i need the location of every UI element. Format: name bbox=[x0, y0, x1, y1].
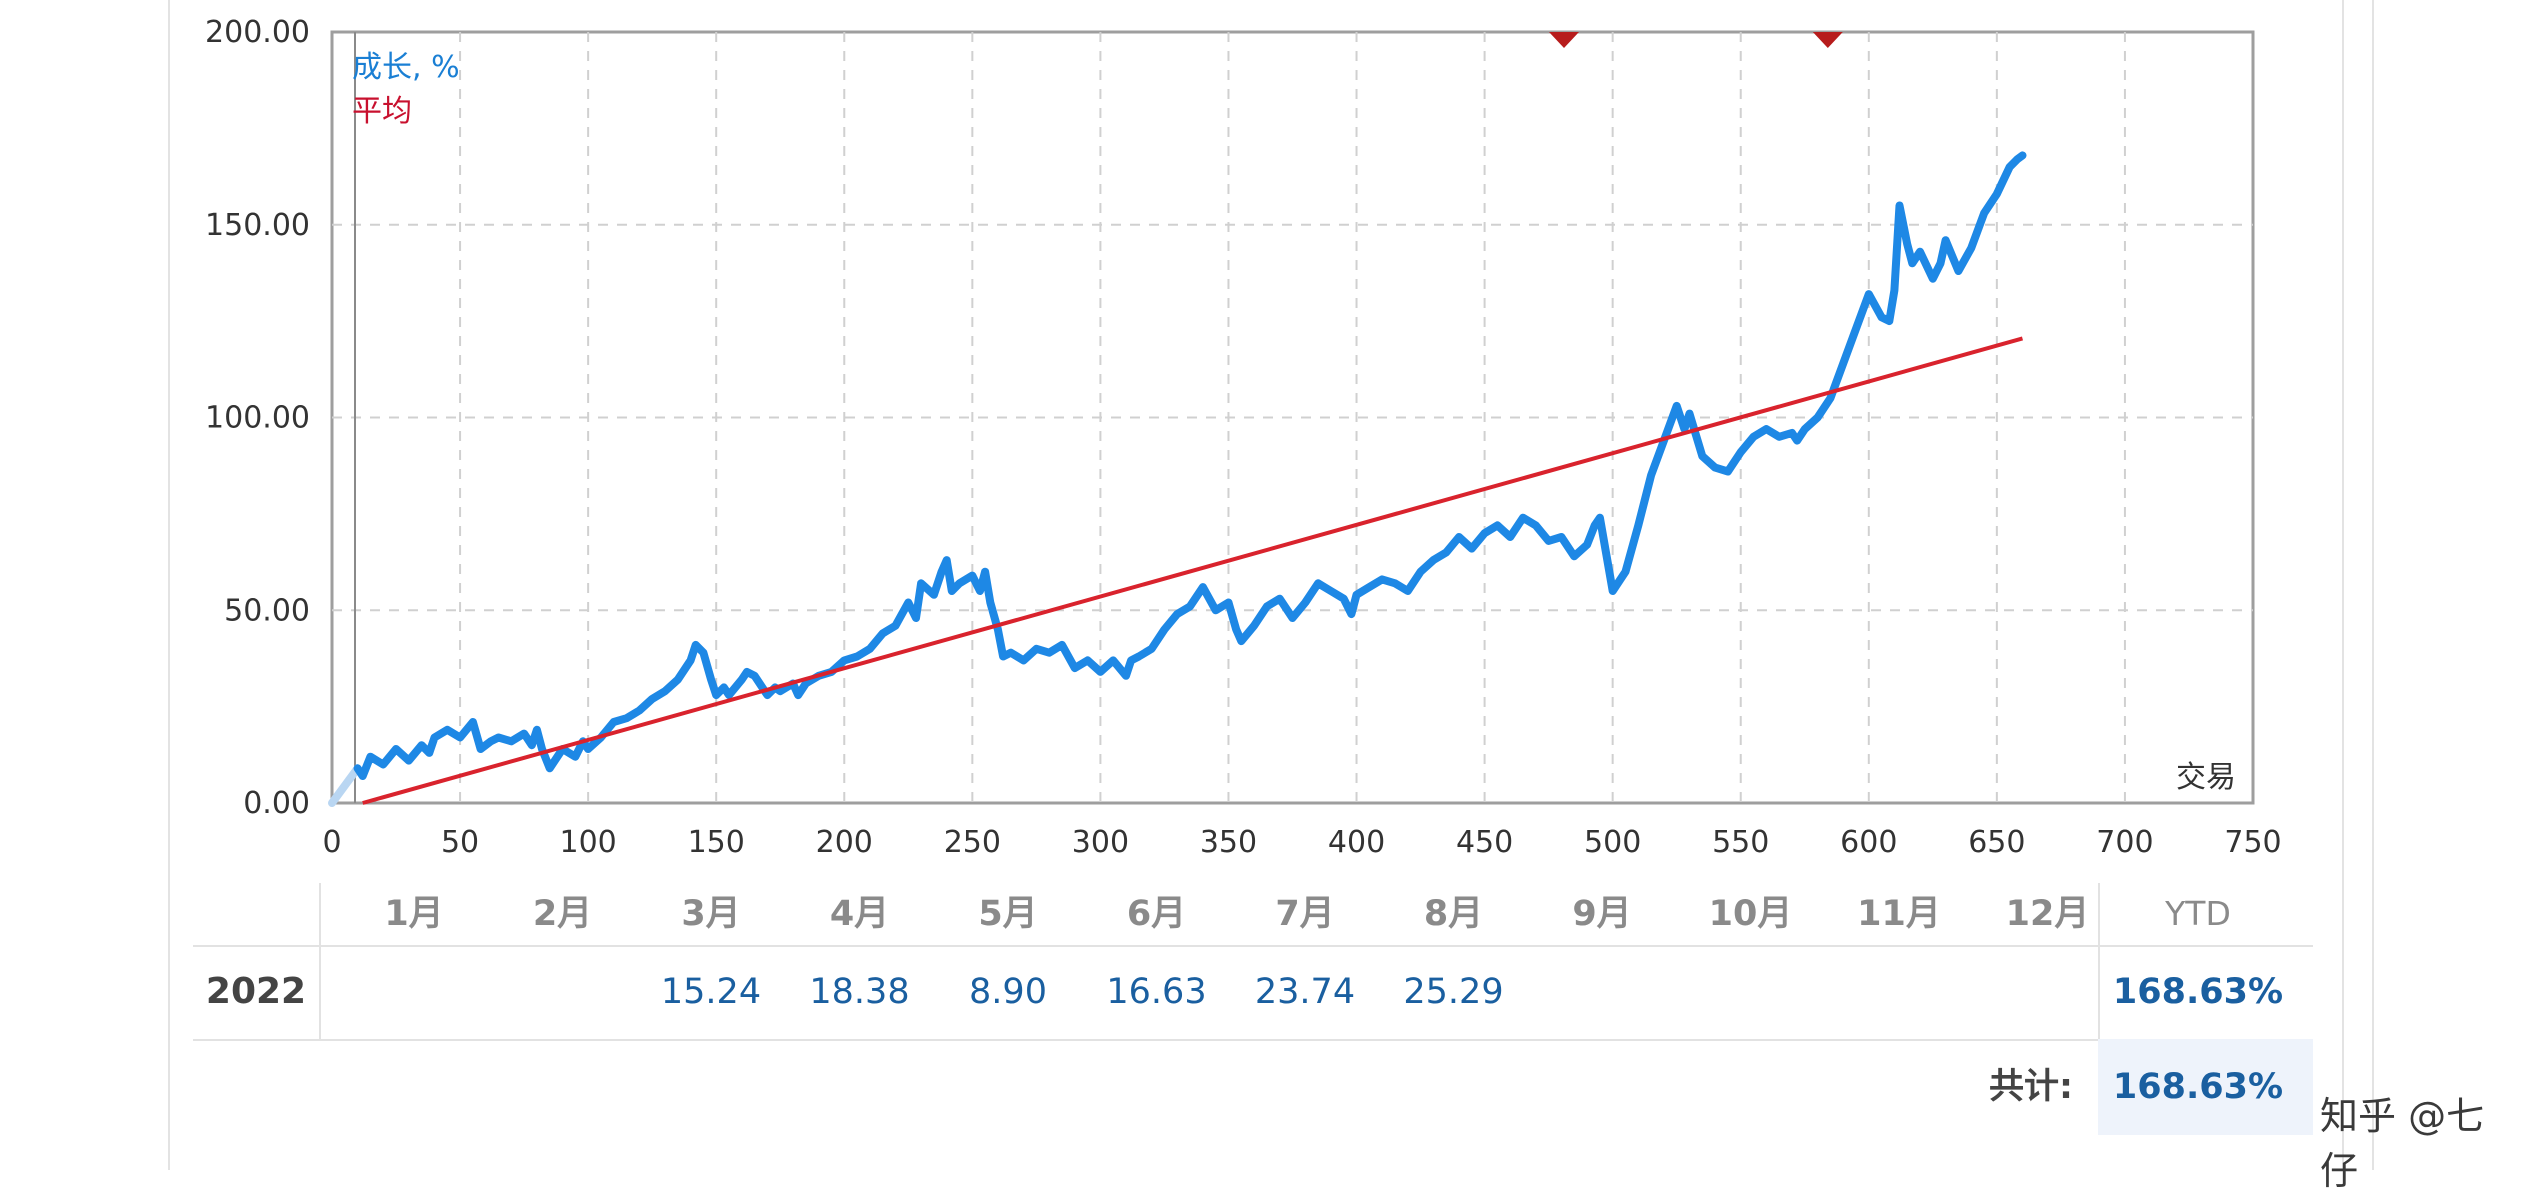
month-value: 15.24 bbox=[660, 972, 762, 1012]
x-axis-label: 交易 bbox=[2176, 760, 2236, 795]
top-markers bbox=[1549, 32, 1843, 48]
x-tick-label: 500 bbox=[1584, 825, 1641, 860]
growth-start-segment bbox=[328, 764, 362, 807]
month-header: 12月 bbox=[2005, 894, 2090, 934]
event-marker bbox=[1549, 32, 1580, 48]
month-header: 4月 bbox=[829, 894, 890, 934]
month-header: 11月 bbox=[1857, 894, 1941, 934]
average-line bbox=[362, 336, 2024, 805]
year-cell: 2022 bbox=[205, 971, 307, 1012]
month-value bbox=[1678, 945, 1824, 1039]
x-tick-label: 550 bbox=[1712, 825, 1769, 860]
x-tick-label: 100 bbox=[560, 825, 617, 860]
header-divider bbox=[193, 945, 2313, 947]
event-marker bbox=[1812, 32, 1843, 48]
month-header: 10月 bbox=[1708, 894, 1793, 934]
month-value: 23.74 bbox=[1254, 972, 1356, 1012]
x-tick-label: 450 bbox=[1456, 825, 1513, 860]
x-tick-label: 700 bbox=[2096, 825, 2153, 860]
x-tick-label: 750 bbox=[2224, 825, 2281, 860]
x-tick-label: 400 bbox=[1328, 825, 1385, 860]
y-axis-ticks: 0.00 50.00 100.00 150.00 200.00 bbox=[205, 15, 310, 821]
ytd-column-divider bbox=[2098, 883, 2100, 1135]
month-header: 6月 bbox=[1126, 894, 1187, 934]
y-tick-label: 0.00 bbox=[243, 786, 310, 821]
growth-line bbox=[353, 151, 2027, 780]
total-label: 共计: bbox=[1989, 1067, 2073, 1107]
month-header: 9月 bbox=[1572, 894, 1632, 934]
year-column-divider bbox=[319, 883, 321, 1039]
month-header: 3月 bbox=[681, 894, 741, 934]
page-frame-right bbox=[2342, 0, 2344, 1170]
total-highlight bbox=[2098, 1039, 2313, 1135]
x-tick-label: 250 bbox=[944, 825, 1001, 860]
row-divider bbox=[193, 1039, 2313, 1041]
x-tick-label: 150 bbox=[688, 825, 745, 860]
legend-growth: 成长, % bbox=[352, 50, 460, 85]
month-value: 18.38 bbox=[809, 972, 910, 1012]
month-header: 7月 bbox=[1275, 894, 1335, 934]
y-tick-label: 200.00 bbox=[205, 15, 310, 50]
month-value: 16.63 bbox=[1106, 972, 1207, 1012]
x-tick-label: 650 bbox=[1968, 825, 2025, 860]
y-tick-label: 100.00 bbox=[205, 401, 310, 436]
x-tick-label: 200 bbox=[816, 825, 873, 860]
legend-average: 平均 bbox=[352, 94, 412, 129]
month-value bbox=[1529, 945, 1675, 1039]
ytd-header: YTD bbox=[2165, 894, 2231, 933]
zhihu-watermark: 知乎 @七 仔 bbox=[2320, 1094, 2485, 1193]
x-axis-ticks: 0 50 100 150 200 250 300 350 400 450 500 550 600 650 7… bbox=[322, 825, 2281, 860]
total-value: 168.63% bbox=[2112, 1067, 2284, 1107]
x-tick-label: 300 bbox=[1072, 825, 1129, 860]
month-value bbox=[490, 945, 636, 1039]
month-value bbox=[341, 945, 487, 1039]
month-value: 8.90 bbox=[969, 972, 1047, 1012]
month-header: 8月 bbox=[1423, 894, 1484, 934]
y-tick-label: 150.00 bbox=[205, 208, 310, 243]
month-value bbox=[1826, 945, 1972, 1039]
y-tick-label: 50.00 bbox=[224, 593, 310, 628]
x-tick-label: 0 bbox=[322, 825, 341, 860]
ytd-value: 168.63% bbox=[2112, 972, 2284, 1012]
page-frame-right-outer bbox=[2372, 0, 2374, 1170]
month-header: 5月 bbox=[978, 894, 1038, 934]
page-frame-left bbox=[168, 0, 170, 1170]
month-header: 2月 bbox=[532, 894, 593, 934]
month-value: 25.29 bbox=[1403, 972, 1504, 1012]
x-tick-label: 600 bbox=[1840, 825, 1897, 860]
month-header: 1月 bbox=[384, 894, 444, 934]
series bbox=[328, 151, 2027, 807]
growth-chart: 0.00 50.00 100.00 150.00 200.00 0 50 100 150 200… bbox=[205, 15, 2282, 860]
x-tick-label: 50 bbox=[441, 825, 479, 860]
x-tick-label: 350 bbox=[1200, 825, 1257, 860]
